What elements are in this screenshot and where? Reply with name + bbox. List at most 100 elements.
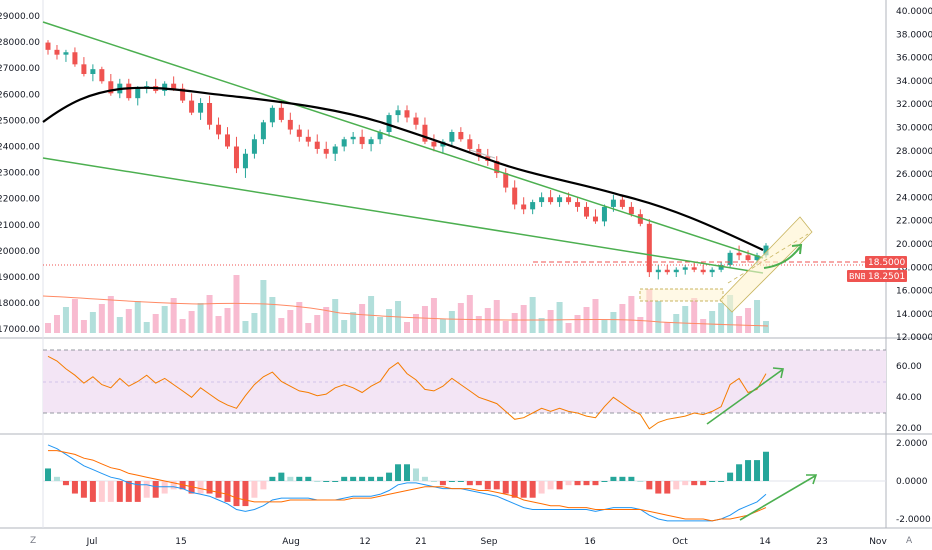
- volume-bar: [45, 323, 51, 333]
- candle-body: [350, 136, 356, 140]
- candle-body: [314, 141, 320, 149]
- volume-bar: [718, 303, 725, 333]
- left-axis-label: 25000.00: [0, 116, 40, 126]
- macd-hist-bar: [709, 481, 716, 482]
- volume-bar: [179, 319, 186, 333]
- macd-hist-bar: [197, 481, 204, 494]
- candle-body: [691, 267, 697, 270]
- volume-bar: [664, 322, 671, 333]
- right-axis-label: 12.0000: [896, 333, 932, 343]
- volume-bar: [377, 317, 384, 333]
- candlesticks[interactable]: [45, 40, 769, 280]
- volume-bar: [412, 314, 419, 333]
- macd-hist-bar: [287, 476, 294, 481]
- rsi-axis[interactable]: 60.00 40.00 20.00: [896, 362, 922, 434]
- candle-body: [135, 88, 141, 99]
- time-axis-label: 15: [175, 537, 186, 547]
- candle-body: [377, 132, 383, 140]
- candle-body: [628, 206, 634, 215]
- volume-bar: [125, 309, 132, 333]
- macd-hist-bar: [664, 481, 671, 494]
- macd-hist-bar: [700, 481, 707, 486]
- projection-arrow[interactable]: [763, 246, 801, 269]
- macd-histogram: [45, 451, 769, 507]
- candle-body: [700, 269, 706, 273]
- volume-bar: [404, 322, 410, 333]
- volume-bar: [565, 323, 572, 333]
- macd-hist-bar: [637, 481, 644, 482]
- macd-hist-bar: [556, 481, 563, 490]
- time-axis-label: 16: [584, 537, 596, 547]
- macd-hist-bar: [278, 472, 285, 481]
- candle-body: [269, 107, 275, 123]
- macd-arrow[interactable]: [739, 475, 816, 521]
- time-axis-label: 12: [359, 537, 370, 547]
- volume-ma-line: [42, 295, 769, 327]
- macd-hist-bar: [610, 476, 617, 481]
- volume-bar: [350, 312, 357, 333]
- right-axis-label: 34.0000: [896, 77, 932, 87]
- time-axis-label: 14: [759, 537, 771, 547]
- corner-a-label[interactable]: A: [906, 536, 913, 546]
- consolidation-box[interactable]: [639, 288, 724, 302]
- right-axis-label: 32.0000: [896, 100, 932, 110]
- volume-bar: [107, 296, 114, 333]
- macd-hist-bar: [98, 481, 105, 502]
- right-axis-label: 16.0000: [896, 287, 932, 297]
- lower-trendline[interactable]: [42, 157, 764, 274]
- macd-hist-bar: [673, 481, 680, 490]
- candle-body: [754, 255, 760, 261]
- candle-body: [718, 264, 724, 270]
- right-price-axis[interactable]: 40.0000 38.0000 36.0000 34.0000 32.0000 30.00…: [896, 7, 932, 343]
- volume-bar: [197, 303, 204, 333]
- candle-body: [225, 134, 230, 147]
- corner-z-label[interactable]: Z: [30, 536, 37, 546]
- volume-bar: [206, 295, 213, 333]
- macd-hist-bar: [134, 481, 141, 502]
- candle-body: [646, 223, 652, 273]
- candle-body: [413, 117, 419, 125]
- left-axis-label: 17000.00: [0, 325, 40, 335]
- volume-bar: [341, 320, 348, 333]
- macd-hist-bar: [386, 472, 393, 481]
- volume-bar: [736, 316, 743, 333]
- candle-body: [709, 269, 715, 273]
- candle-body: [431, 141, 437, 147]
- rsi-arrowhead-icon: [772, 367, 784, 379]
- macd-axis[interactable]: 2.0000 0.0000 -2.0000: [896, 439, 931, 525]
- price-badge-resistance: 18.5000: [865, 256, 907, 268]
- candle-body: [323, 148, 329, 154]
- ascending-channel[interactable]: [719, 216, 813, 313]
- volume-bar: [619, 304, 626, 333]
- macd-hist-bar: [583, 481, 590, 486]
- upper-trendline[interactable]: [42, 21, 764, 259]
- volume-bar: [296, 302, 303, 333]
- macd-hist-bar: [646, 481, 653, 490]
- left-price-axis[interactable]: 29000.00 28000.00 27000.00 26000.00 25000.00…: [0, 12, 40, 335]
- svg-text:18.5000: 18.5000: [868, 258, 905, 268]
- volume-bar: [116, 317, 123, 333]
- macd-hist-bar: [565, 481, 572, 486]
- candle-body: [673, 269, 679, 273]
- rsi-arrow[interactable]: [706, 369, 783, 425]
- macd-hist-bar: [628, 476, 635, 481]
- candle-body: [63, 52, 69, 55]
- time-axis-label: Oct: [672, 537, 688, 547]
- macd-hist-bar: [233, 481, 240, 507]
- time-axis[interactable]: Jul 15 Aug 12 21 Sep 16 Oct 14 23 Nov: [86, 537, 888, 547]
- candle-body: [54, 49, 60, 55]
- right-axis-label: 14.0000: [896, 310, 932, 320]
- right-axis-label: 38.0000: [896, 30, 932, 40]
- macd-hist-bar: [430, 481, 437, 482]
- candle-body: [745, 255, 751, 261]
- candle-body: [494, 161, 500, 174]
- volume-bar: [287, 310, 294, 333]
- candle-body: [736, 252, 742, 256]
- candle-body: [341, 139, 347, 147]
- ma-highlight: [469, 149, 496, 159]
- time-axis-label: Aug: [282, 537, 300, 547]
- macd-hist-bar: [71, 481, 78, 494]
- candle-body: [548, 197, 554, 203]
- volume-bar: [224, 308, 231, 333]
